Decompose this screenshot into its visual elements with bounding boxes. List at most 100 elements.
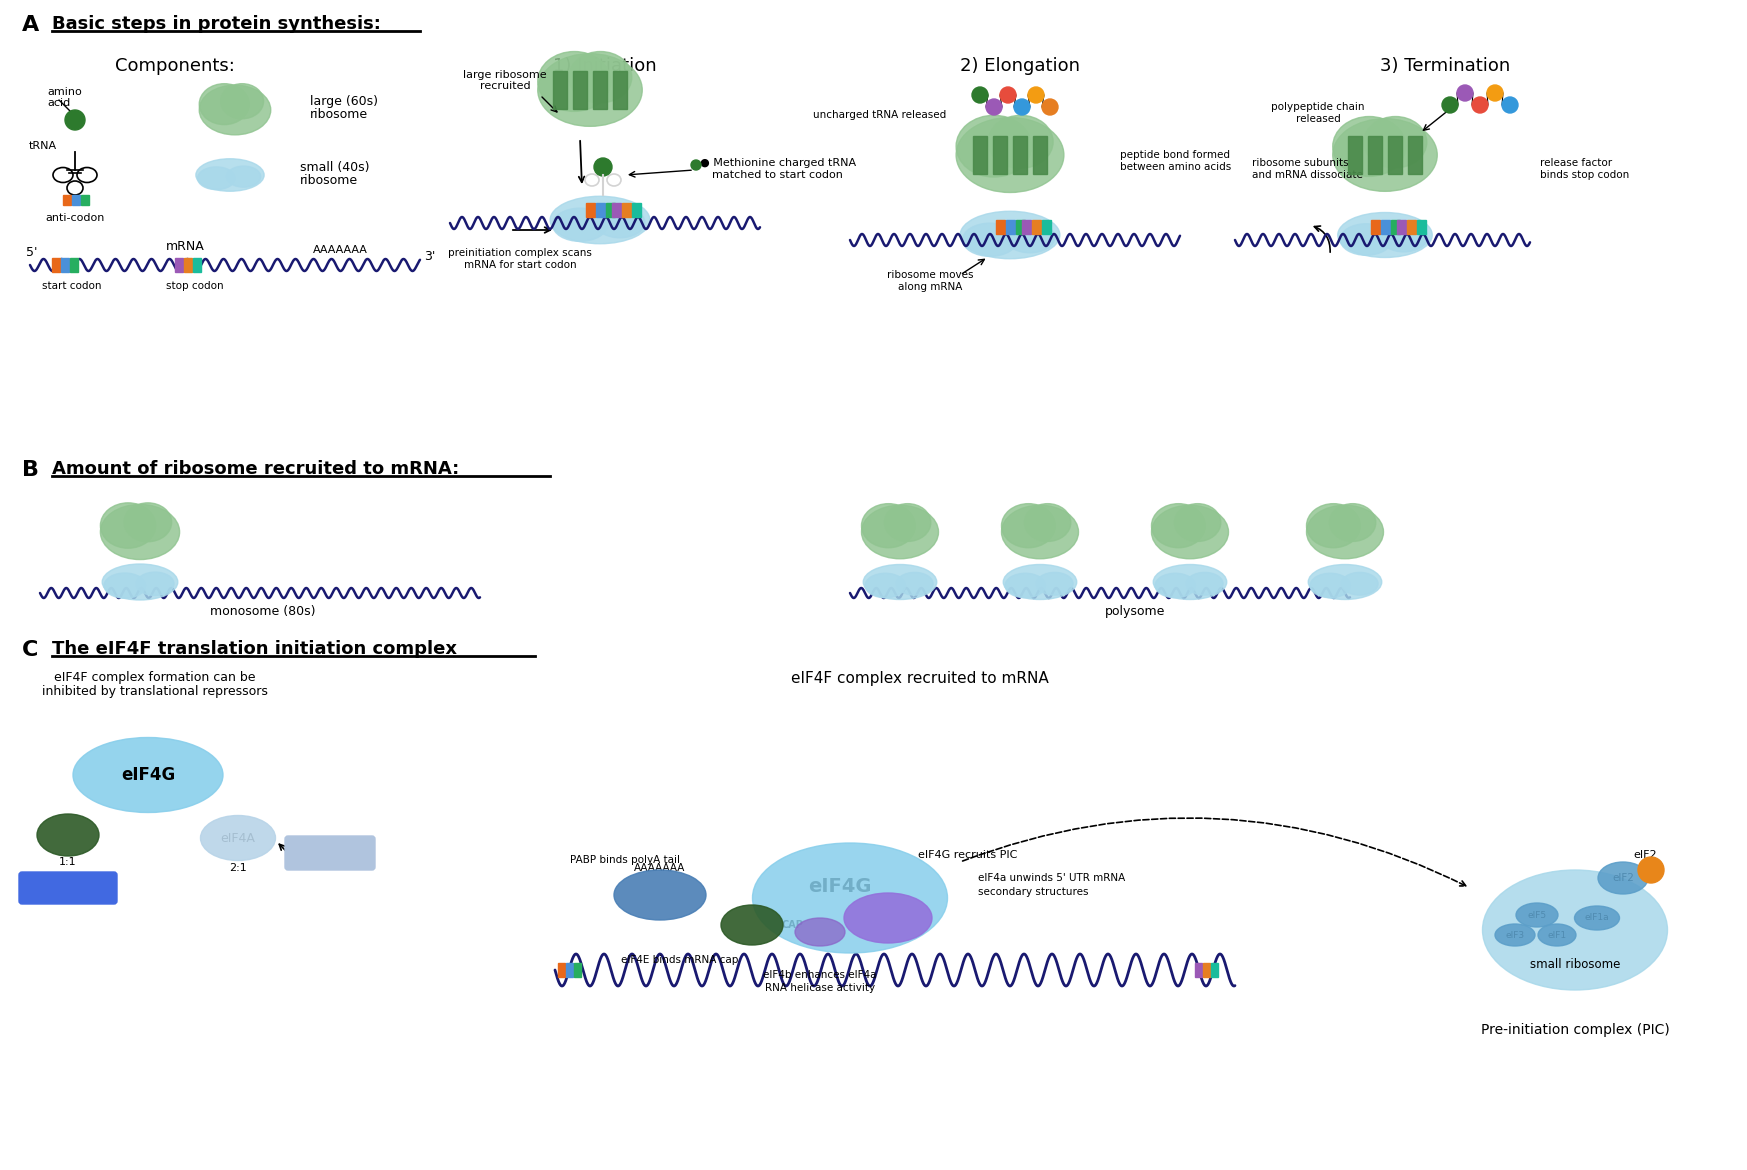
- Ellipse shape: [863, 564, 936, 599]
- Text: Basic steps in protein synthesis:: Basic steps in protein synthesis:: [52, 15, 381, 33]
- Text: ribosome moves: ribosome moves: [887, 270, 973, 280]
- Text: eIF4A: eIF4A: [220, 832, 255, 845]
- Text: PABP: PABP: [641, 888, 678, 902]
- Text: and mRNA dissociate: and mRNA dissociate: [1253, 170, 1363, 180]
- Text: eIF4a unwinds 5' UTR mRNA: eIF4a unwinds 5' UTR mRNA: [978, 873, 1125, 883]
- Bar: [606, 204, 615, 216]
- Ellipse shape: [1495, 924, 1536, 947]
- Bar: [1380, 220, 1391, 234]
- Bar: [52, 259, 59, 271]
- Text: eIF4EBP: eIF4EBP: [40, 881, 94, 895]
- Text: start codon: start codon: [42, 281, 101, 291]
- Text: 5': 5': [26, 247, 37, 260]
- Bar: [1022, 220, 1031, 234]
- Circle shape: [1457, 85, 1473, 101]
- Bar: [1408, 136, 1422, 174]
- Bar: [1391, 220, 1399, 234]
- Text: eIF5: eIF5: [1527, 910, 1546, 920]
- Ellipse shape: [1307, 503, 1361, 548]
- Ellipse shape: [795, 918, 846, 947]
- Text: polysome: polysome: [1104, 606, 1165, 619]
- Bar: [592, 71, 606, 109]
- Ellipse shape: [201, 815, 276, 860]
- Ellipse shape: [1309, 564, 1382, 599]
- Text: ribosome: ribosome: [309, 109, 369, 122]
- Text: binds stop codon: binds stop codon: [1541, 170, 1630, 180]
- Ellipse shape: [1186, 572, 1223, 596]
- Bar: [622, 204, 631, 216]
- Text: uncharged tRNA released: uncharged tRNA released: [814, 110, 947, 121]
- Text: eIF4A: eIF4A: [867, 911, 910, 925]
- Bar: [1017, 220, 1025, 234]
- Text: small ribosome: small ribosome: [1530, 958, 1619, 971]
- Text: eIF4F complex formation can be: eIF4F complex formation can be: [54, 672, 255, 684]
- Ellipse shape: [199, 84, 250, 125]
- Ellipse shape: [1537, 924, 1576, 947]
- Ellipse shape: [1599, 862, 1647, 894]
- Text: 1:1: 1:1: [59, 856, 77, 867]
- Ellipse shape: [613, 870, 706, 920]
- Ellipse shape: [1483, 870, 1667, 990]
- Ellipse shape: [100, 504, 180, 559]
- Text: eIF1a: eIF1a: [1585, 914, 1609, 922]
- Ellipse shape: [861, 505, 938, 559]
- Text: acid: acid: [47, 98, 70, 108]
- Ellipse shape: [1338, 213, 1433, 257]
- Circle shape: [1487, 85, 1502, 101]
- Text: eIF4E: eIF4E: [732, 920, 765, 930]
- Ellipse shape: [1153, 564, 1226, 599]
- Bar: [192, 259, 201, 271]
- Ellipse shape: [844, 893, 931, 943]
- Bar: [183, 259, 192, 271]
- Ellipse shape: [1024, 503, 1071, 542]
- Bar: [1013, 136, 1027, 174]
- Ellipse shape: [538, 51, 611, 111]
- Ellipse shape: [196, 159, 264, 191]
- Ellipse shape: [596, 207, 645, 238]
- Ellipse shape: [105, 573, 145, 598]
- Ellipse shape: [896, 572, 933, 596]
- Text: eIF4G recruits PIC: eIF4G recruits PIC: [919, 849, 1019, 860]
- Ellipse shape: [1151, 505, 1228, 559]
- Bar: [175, 259, 183, 271]
- Text: eIF4G: eIF4G: [121, 766, 175, 784]
- Text: Pre-initiation complex (PIC): Pre-initiation complex (PIC): [1481, 1023, 1670, 1037]
- Bar: [1195, 963, 1202, 977]
- Ellipse shape: [1364, 117, 1427, 167]
- Text: peptide bond formed: peptide bond formed: [1120, 150, 1230, 160]
- Ellipse shape: [1005, 222, 1055, 253]
- Circle shape: [1473, 97, 1488, 113]
- Circle shape: [65, 110, 86, 130]
- Bar: [996, 220, 1005, 234]
- Ellipse shape: [37, 814, 100, 856]
- Circle shape: [1027, 87, 1045, 103]
- Text: GTP: GTP: [1642, 866, 1660, 874]
- Bar: [596, 204, 604, 216]
- Circle shape: [692, 160, 701, 170]
- Ellipse shape: [1310, 573, 1350, 598]
- Ellipse shape: [73, 737, 224, 812]
- Ellipse shape: [1151, 503, 1205, 548]
- Ellipse shape: [1036, 572, 1073, 596]
- Text: ● Methionine charged tRNA: ● Methionine charged tRNA: [701, 158, 856, 168]
- Ellipse shape: [136, 572, 175, 596]
- Bar: [1368, 136, 1382, 174]
- Text: 3) Termination: 3) Termination: [1380, 57, 1509, 75]
- Bar: [1417, 220, 1426, 234]
- Ellipse shape: [1307, 505, 1384, 559]
- Text: mRNA for start codon: mRNA for start codon: [463, 260, 577, 270]
- Bar: [613, 71, 627, 109]
- Ellipse shape: [1001, 503, 1055, 548]
- Text: eIF2: eIF2: [1612, 873, 1633, 883]
- Bar: [973, 136, 987, 174]
- Ellipse shape: [227, 166, 260, 187]
- Ellipse shape: [956, 116, 1031, 177]
- Text: ribosome: ribosome: [300, 173, 358, 186]
- Ellipse shape: [1380, 222, 1427, 252]
- Text: A: A: [23, 15, 38, 35]
- Text: inhibited by translational repressors: inhibited by translational repressors: [42, 686, 267, 698]
- Text: recruited: recruited: [480, 81, 531, 91]
- Ellipse shape: [538, 54, 643, 126]
- Circle shape: [985, 99, 1003, 115]
- Text: along mRNA: along mRNA: [898, 282, 963, 292]
